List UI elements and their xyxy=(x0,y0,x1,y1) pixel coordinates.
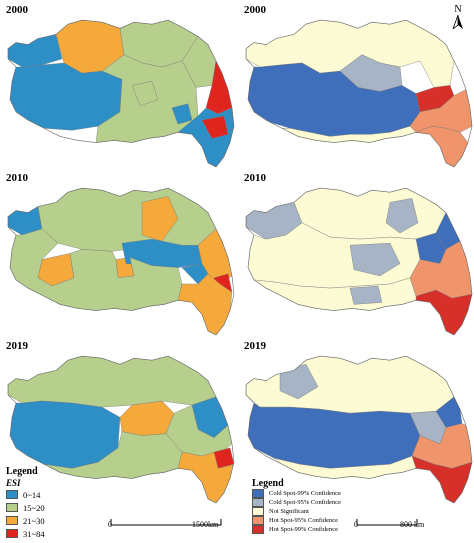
map-region xyxy=(131,81,159,107)
scale-bar-right xyxy=(356,516,418,534)
legend-esi-subtitle: ESI xyxy=(6,478,21,488)
legend-swatch xyxy=(6,529,18,538)
legend-hotspot: Legend Cold Spot-99% Confidence Cold Spot… xyxy=(252,478,341,534)
legend-swatch xyxy=(252,525,264,534)
year-label-2019-right: 2019 xyxy=(244,340,266,352)
legend-item: 21~30 xyxy=(6,514,45,527)
map-outline xyxy=(245,19,473,168)
map-region xyxy=(201,115,229,139)
year-label-2019-left: 2019 xyxy=(6,340,28,352)
legend-item: Not Significant xyxy=(252,507,341,516)
north-arrow: N xyxy=(450,4,466,32)
map-region xyxy=(171,103,193,125)
map-region xyxy=(8,34,63,68)
legend-label: 15~20 xyxy=(23,502,45,513)
legend-hotspot-items: Cold Spot-99% Confidence Cold Spot-95% Co… xyxy=(252,489,341,534)
map-2019-esi-svg xyxy=(7,355,235,504)
map-outline xyxy=(7,355,235,504)
map-region xyxy=(349,285,383,305)
scale-bar-left-line xyxy=(110,519,222,526)
scale-left-zero: 0 xyxy=(108,520,112,529)
map-2010-hotspot xyxy=(238,178,474,338)
legend-esi-title: Legend xyxy=(6,466,38,477)
legend-hotspot-title: Legend xyxy=(252,478,284,489)
year-label-2000-right: 2000 xyxy=(244,4,266,16)
legend-item: Cold Spot-95% Confidence xyxy=(252,498,341,507)
map-2019-esi xyxy=(0,346,236,506)
legend-label: Not Significant xyxy=(269,508,309,515)
north-arrow-icon xyxy=(452,14,463,31)
map-region xyxy=(119,400,175,436)
legend-swatch xyxy=(252,516,264,525)
legend-swatch xyxy=(252,489,264,498)
legend-swatch xyxy=(6,516,18,525)
map-region xyxy=(279,364,319,400)
legend-esi: Legend ESI 0~14 15~20 21~30 31~84 xyxy=(6,466,45,540)
map-outline xyxy=(7,19,235,168)
scale-bar-right-line xyxy=(356,519,418,526)
year-label-2000-left: 2000 xyxy=(6,4,28,16)
legend-label: Hot Spot-95% Confidence xyxy=(269,517,338,524)
legend-label: Cold Spot-95% Confidence xyxy=(269,499,341,506)
map-region xyxy=(141,196,179,242)
map-2019-hotspot xyxy=(238,346,474,506)
legend-item: Cold Spot-99% Confidence xyxy=(252,489,341,498)
map-region xyxy=(9,62,123,131)
legend-item: 15~20 xyxy=(6,501,45,514)
legend-label: 0~14 xyxy=(23,489,41,500)
map-2010-esi-svg xyxy=(7,187,235,336)
map-2000-esi-svg xyxy=(7,19,235,168)
legend-swatch xyxy=(252,507,264,516)
legend-item: 0~14 xyxy=(6,488,45,501)
map-region xyxy=(8,356,217,408)
map-outline xyxy=(245,187,473,336)
legend-swatch xyxy=(252,498,264,507)
legend-swatch xyxy=(6,490,18,499)
scale-left-end: 1500km xyxy=(192,520,219,529)
legend-item: 31~84 xyxy=(6,527,45,540)
legend-label: Cold Spot-99% Confidence xyxy=(269,490,341,497)
map-region xyxy=(415,289,472,335)
legend-label: Hot Spot-99% Confidence xyxy=(269,526,338,533)
map-region xyxy=(247,402,421,469)
map-2010-esi xyxy=(0,178,236,338)
scale-right-zero: 0 xyxy=(354,520,358,529)
legend-item: Hot Spot-99% Confidence xyxy=(252,525,341,534)
year-label-2010-right: 2010 xyxy=(244,172,266,184)
map-outline xyxy=(7,187,235,336)
map-2000-esi xyxy=(0,10,236,170)
map-2010-hotspot-svg xyxy=(245,187,473,336)
map-region xyxy=(385,198,419,234)
legend-swatch xyxy=(6,503,18,512)
map-2000-hotspot-svg xyxy=(245,19,473,168)
scale-bar-left xyxy=(110,516,222,534)
map-region xyxy=(349,242,401,277)
north-label: N xyxy=(454,4,462,15)
map-outline xyxy=(245,355,473,504)
year-label-2010-left: 2010 xyxy=(6,172,28,184)
map-2019-hotspot-svg xyxy=(245,355,473,504)
legend-esi-items: 0~14 15~20 21~30 31~84 xyxy=(6,488,45,540)
legend-label: 21~30 xyxy=(23,515,45,526)
map-region xyxy=(415,125,469,167)
map-2000-hotspot xyxy=(238,10,474,170)
map-region xyxy=(37,188,217,252)
scale-right-end: 800 km xyxy=(400,520,425,529)
legend-label: 31~84 xyxy=(23,528,45,539)
legend-item: Hot Spot-95% Confidence xyxy=(252,516,341,525)
